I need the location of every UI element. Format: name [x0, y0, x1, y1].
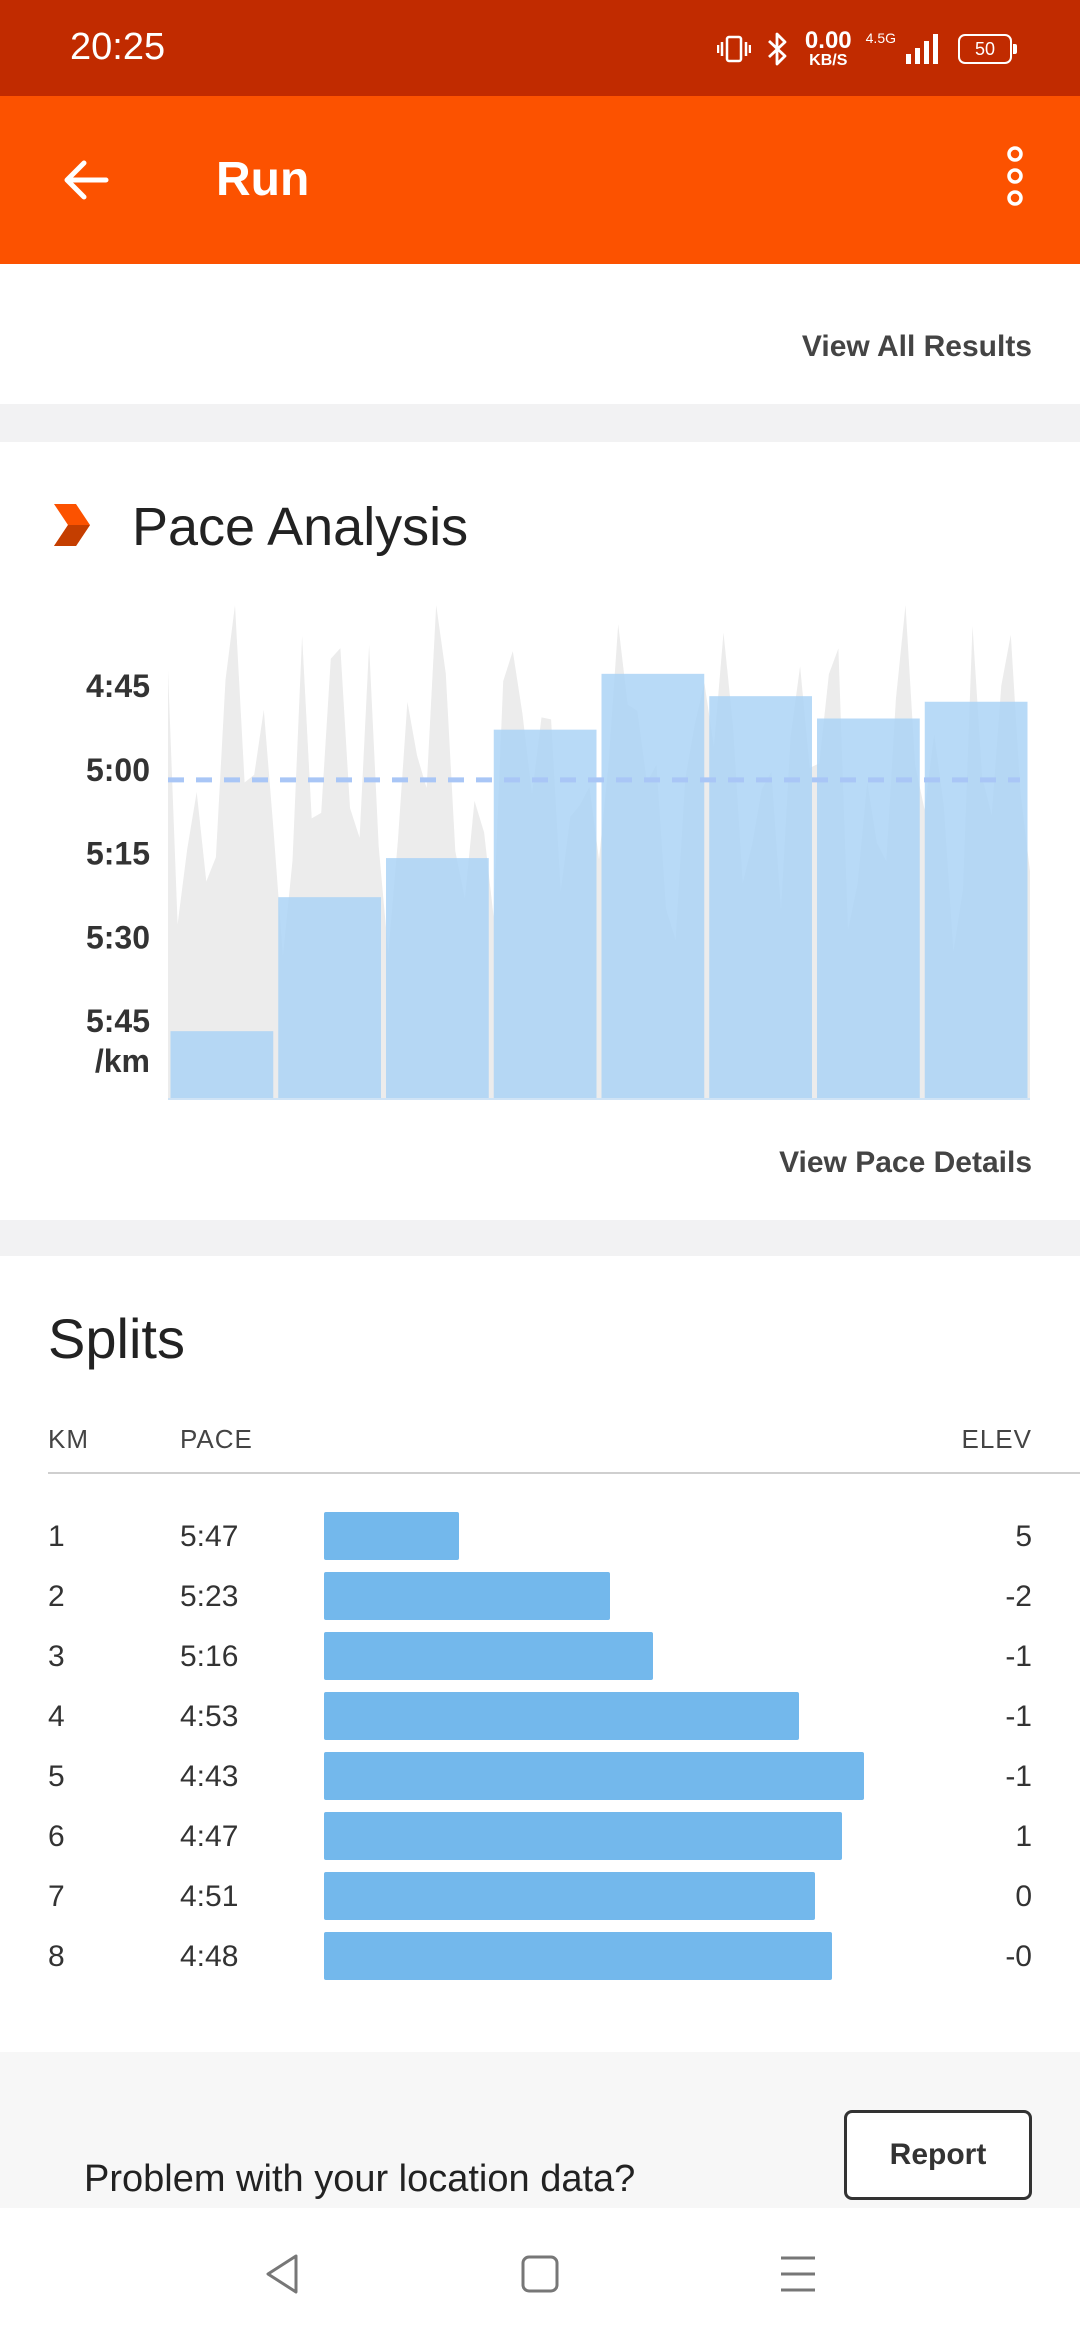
split-bar [324, 1572, 610, 1620]
menu-lines-icon[interactable] [778, 2252, 818, 2296]
back-triangle-icon[interactable] [262, 2252, 302, 2296]
vibrate-icon [716, 35, 751, 63]
y-tick-label: 5:15 [86, 836, 150, 872]
pace-trace-area [168, 605, 1030, 1100]
split-elev: -1 [1005, 1640, 1032, 1673]
more-vert-icon[interactable] [990, 140, 1040, 220]
pace-bar [170, 1031, 274, 1100]
split-bar [324, 1512, 459, 1560]
split-bar [324, 1812, 842, 1860]
chevron-badge-icon [54, 504, 90, 546]
split-km: 2 [48, 1580, 65, 1613]
view-all-results-link[interactable]: View All Results [801, 330, 1032, 363]
splits-title: Splits [48, 1307, 185, 1370]
split-pace: 5:16 [180, 1640, 239, 1673]
split-bar [324, 1872, 815, 1920]
split-km: 3 [48, 1640, 65, 1673]
arrow-back-icon[interactable] [56, 150, 116, 210]
split-pace: 4:53 [180, 1700, 239, 1733]
y-tick-label: 4:45 [86, 668, 150, 704]
split-elev: -1 [1005, 1700, 1032, 1733]
pace-analysis-title: Pace Analysis [132, 497, 469, 557]
y-tick-label: 5:45 [86, 1003, 150, 1039]
y-axis: 4:45 5:00 5:15 5:30 5:45/km [86, 668, 150, 1079]
split-pace: 5:47 [180, 1520, 239, 1553]
split-bar [324, 1752, 864, 1800]
pace-bar [278, 897, 381, 1100]
pace-bar [493, 729, 597, 1100]
split-row: 3 5:16 -1 [0, 1628, 1080, 1688]
split-row: 6 4:47 1 [0, 1808, 1080, 1868]
split-elev: -0 [1005, 1940, 1032, 1973]
pace-chart: 4:45 5:00 5:15 5:30 5:45/km [86, 605, 1030, 1100]
split-row: 5 4:43 -1 [0, 1748, 1080, 1808]
split-km: 5 [48, 1760, 65, 1793]
status-time: 20:25 [70, 26, 166, 68]
split-km: 4 [48, 1700, 65, 1733]
split-row: 1 5:47 5 [0, 1508, 1080, 1568]
section-divider [0, 1220, 1080, 1256]
system-nav-bar [0, 2208, 1080, 2340]
split-elev: 5 [1015, 1520, 1032, 1553]
split-elev: 1 [1015, 1820, 1032, 1853]
split-elev: -2 [1005, 1580, 1032, 1613]
split-pace: 5:23 [180, 1580, 239, 1613]
pace-bar [817, 718, 920, 1100]
split-elev: -1 [1005, 1760, 1032, 1793]
battery-icon: 50 [958, 34, 1017, 64]
page-title: Run [216, 153, 310, 206]
view-pace-details-link[interactable]: View Pace Details [779, 1146, 1032, 1179]
pace-bar [709, 696, 812, 1100]
split-elev: 0 [1015, 1880, 1032, 1913]
splits-divider [48, 1472, 1080, 1474]
y-unit-label: /km [95, 1043, 150, 1079]
report-button[interactable]: Report [844, 2110, 1032, 2200]
split-km: 7 [48, 1880, 65, 1913]
location-problem-text: Problem with your location data? [84, 2158, 636, 2200]
splits-header-km: KM [48, 1424, 89, 1454]
location-problem-panel: Problem with your location data? Report [0, 2052, 1080, 2208]
split-bar [324, 1692, 799, 1740]
split-bar [324, 1932, 832, 1980]
split-row: 7 4:51 0 [0, 1868, 1080, 1928]
y-tick-label: 5:30 [86, 919, 150, 955]
split-km: 1 [48, 1520, 65, 1553]
pace-bar [601, 673, 705, 1100]
pace-bars [168, 673, 1030, 1100]
split-row: 2 5:23 -2 [0, 1568, 1080, 1628]
pace-bar [386, 858, 489, 1100]
status-bar: 20:25 0.00 KB/S 4.5G 50 [0, 0, 1080, 96]
status-icons: 0.00 KB/S 4.5G 50 [716, 24, 1017, 74]
split-pace: 4:43 [180, 1760, 239, 1793]
split-km: 6 [48, 1820, 65, 1853]
pace-trace [168, 605, 1030, 1100]
split-pace: 4:51 [180, 1880, 239, 1913]
x-axis-baseline [168, 1098, 1030, 1100]
split-pace: 4:48 [180, 1940, 239, 1973]
split-bar [324, 1632, 653, 1680]
splits-header-elev: ELEV [961, 1424, 1032, 1454]
split-row: 4 4:53 -1 [0, 1688, 1080, 1748]
app-bar: Run [0, 96, 1080, 264]
net-speed: 0.00 KB/S [804, 27, 852, 69]
y-tick-label: 5:00 [86, 752, 150, 788]
bluetooth-icon [767, 32, 787, 66]
network-type: 4.5G [865, 30, 896, 46]
split-km: 8 [48, 1940, 65, 1973]
split-row: 8 4:48 -0 [0, 1928, 1080, 1988]
section-divider [0, 404, 1080, 442]
split-pace: 4:47 [180, 1820, 239, 1853]
home-square-icon[interactable] [520, 2252, 560, 2296]
pace-bar [924, 701, 1028, 1100]
signal-icon [906, 34, 938, 64]
splits-header-pace: PACE [180, 1424, 253, 1454]
